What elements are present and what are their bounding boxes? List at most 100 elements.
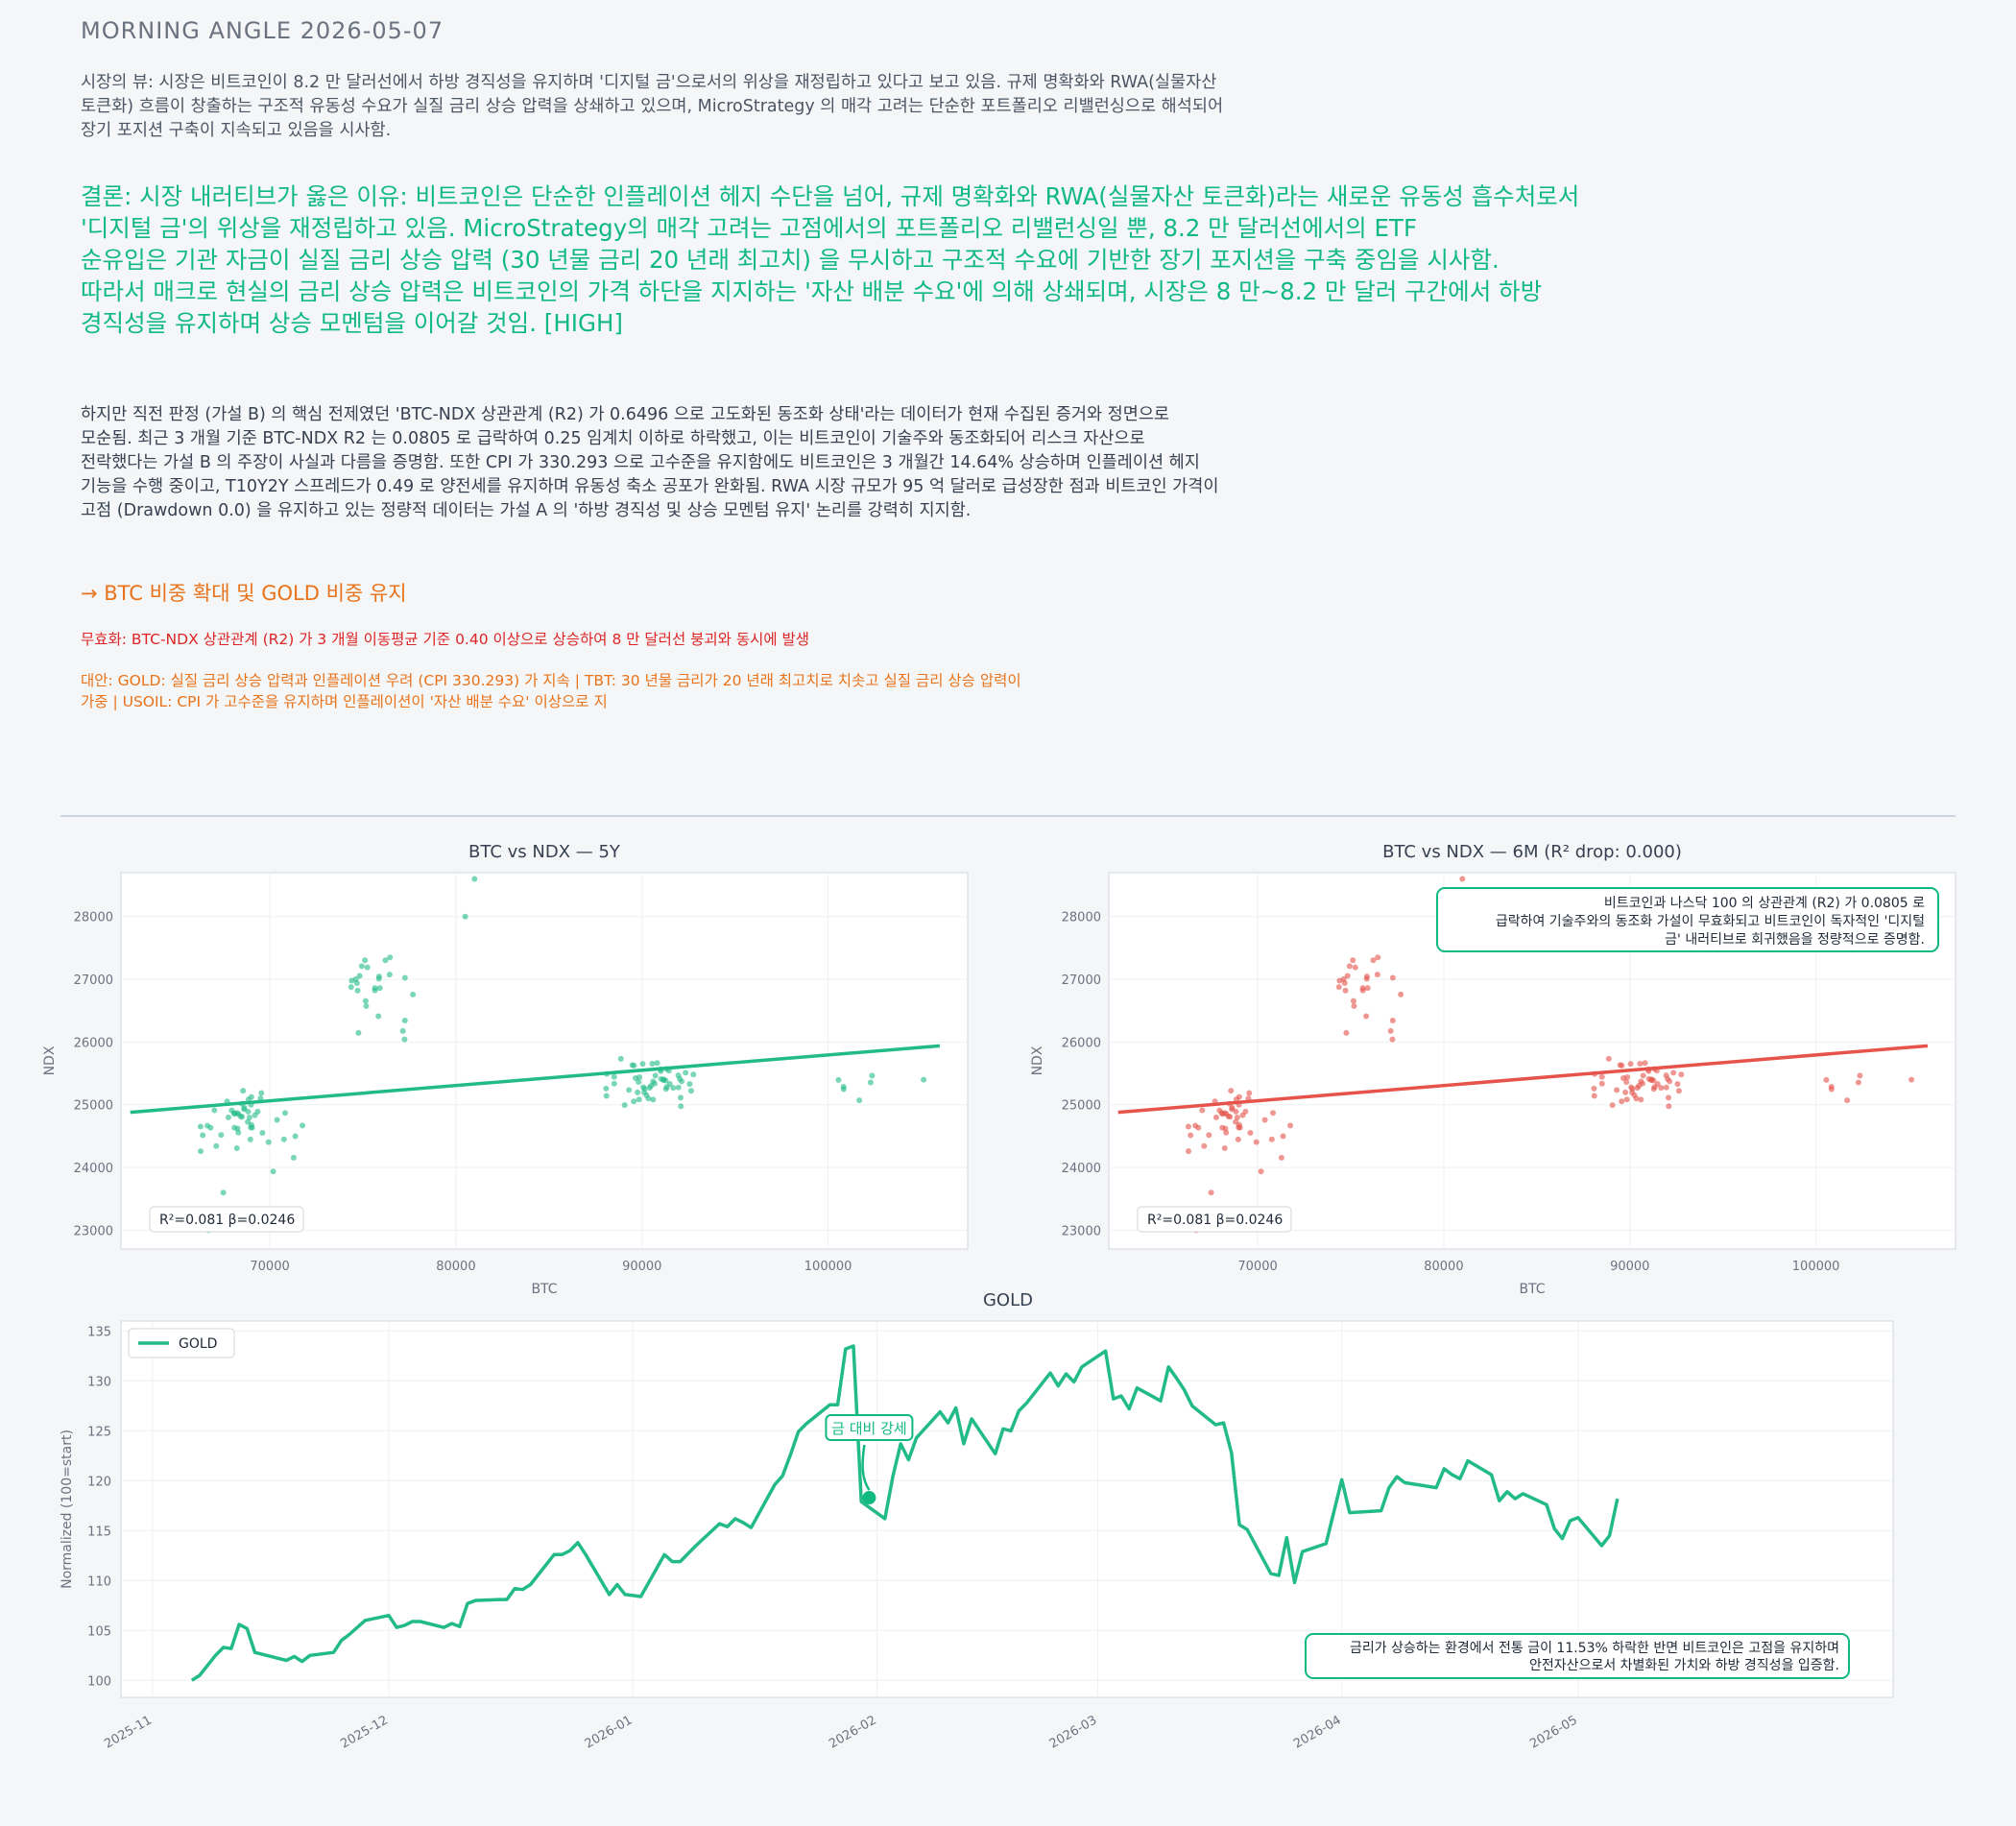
y-axis-label: Normalized (100=start) xyxy=(60,1430,75,1589)
y-axis-label: NDX xyxy=(42,1045,58,1075)
data-point xyxy=(241,1106,248,1113)
x-tick-label: 2026-04 xyxy=(1291,1713,1344,1751)
legend-box xyxy=(128,1328,235,1358)
data-point xyxy=(635,1089,641,1095)
data-point xyxy=(649,1060,656,1067)
data-point xyxy=(353,979,360,986)
data-point xyxy=(258,1090,265,1096)
data-point xyxy=(399,1027,406,1034)
data-point xyxy=(1280,1133,1286,1140)
data-point xyxy=(1675,1088,1682,1094)
data-point xyxy=(247,1136,253,1142)
market-view-text: 시장의 뷰: 시장은 비트코인이 8.2 만 달러선에서 하방 경직성을 유지하… xyxy=(81,71,1348,143)
data-point xyxy=(363,1002,370,1009)
data-point xyxy=(686,1081,693,1088)
data-point xyxy=(631,1098,637,1105)
data-point xyxy=(282,1110,289,1117)
data-point xyxy=(650,1078,657,1085)
annotation-line: 비트코인과 나스닥 100 의 상관관계 (R2) 가 0.0805 로 xyxy=(1604,896,1925,911)
data-point xyxy=(1857,1072,1863,1079)
data-point xyxy=(1666,1103,1672,1110)
data-point xyxy=(1223,1129,1230,1136)
data-point xyxy=(375,1013,382,1020)
annotation-box xyxy=(1436,887,1939,952)
data-point xyxy=(1663,1084,1669,1091)
y-tick-label: 24000 xyxy=(74,1162,113,1176)
conclusion-line: 따라서 매크로 현실의 금리 상승 압력은 비트코인의 가격 하단을 지지하는 … xyxy=(81,277,1543,305)
data-point xyxy=(690,1071,697,1078)
y-tick-label: 115 xyxy=(87,1525,111,1539)
y-tick-label: 130 xyxy=(87,1375,111,1389)
y-tick-label: 27000 xyxy=(1062,973,1101,988)
y-tick-label: 100 xyxy=(87,1674,111,1689)
data-point xyxy=(1374,972,1380,978)
x-tick-label: 100000 xyxy=(1792,1260,1840,1274)
y-tick-label: 125 xyxy=(87,1425,111,1439)
data-point xyxy=(1605,1055,1612,1062)
data-point xyxy=(1667,1078,1673,1085)
data-point xyxy=(1221,1144,1228,1151)
data-point xyxy=(679,1078,685,1085)
annotation-box xyxy=(1305,1633,1850,1679)
data-point xyxy=(1634,1085,1641,1092)
data-point xyxy=(687,1088,694,1094)
y-tick-label: 135 xyxy=(87,1325,111,1339)
data-point xyxy=(1828,1083,1835,1090)
alternatives-line: 가중 | USOIL: CPI 가 고수준을 유지하며 인플레이션이 '자산 배… xyxy=(81,693,608,710)
data-point xyxy=(1344,973,1351,979)
data-point xyxy=(270,1168,276,1175)
data-point xyxy=(387,954,394,961)
x-tick-label: 80000 xyxy=(436,1260,475,1274)
data-point xyxy=(246,1114,252,1120)
data-point xyxy=(401,1036,408,1043)
data-point xyxy=(248,1121,254,1128)
data-point xyxy=(1389,974,1396,981)
data-point xyxy=(835,1076,842,1083)
data-point xyxy=(1228,1088,1235,1094)
data-point xyxy=(921,1076,927,1083)
data-point xyxy=(675,1084,682,1091)
y-tick-label: 25000 xyxy=(1062,1099,1101,1114)
x-tick-label: 2025-11 xyxy=(102,1713,155,1751)
data-point xyxy=(675,1072,682,1079)
btc-ndx-5y-scatter-chart: 70000 80000 90000 100000 23000 24000 25000 2600… xyxy=(42,842,969,1297)
action-recommendation: → BTC 비중 확대 및 GOLD 비중 유지 xyxy=(81,582,407,605)
data-point xyxy=(617,1055,624,1062)
data-point xyxy=(1336,977,1343,984)
data-point xyxy=(1208,1189,1214,1196)
data-point xyxy=(280,1136,287,1142)
data-point xyxy=(1658,1085,1665,1092)
x-tick-label: 90000 xyxy=(1610,1260,1649,1274)
x-axis-label: BTC xyxy=(1519,1282,1545,1297)
data-point xyxy=(1186,1148,1192,1155)
data-point xyxy=(300,1122,306,1129)
y-tick-label: 110 xyxy=(87,1574,111,1589)
x-tick-label: 90000 xyxy=(622,1260,661,1274)
data-point xyxy=(1359,987,1366,994)
conclusion-line: '디지털 금'의 위상을 재정립하고 있음. MicroStrategy의 매각… xyxy=(81,214,1418,242)
data-point xyxy=(603,1085,610,1092)
data-point xyxy=(245,1108,252,1115)
marker-label-box xyxy=(825,1414,914,1442)
data-point xyxy=(240,1088,247,1094)
data-point xyxy=(1261,1117,1268,1123)
data-point xyxy=(1591,1093,1597,1099)
y-tick-label: 26000 xyxy=(74,1036,113,1050)
data-point xyxy=(670,1085,677,1092)
y-tick-label: 105 xyxy=(87,1624,111,1639)
data-point xyxy=(652,1072,659,1079)
data-point xyxy=(1398,991,1404,997)
data-point xyxy=(629,1062,636,1069)
data-point xyxy=(382,957,389,964)
alternatives-text: 대안: GOLD: 실질 금리 상승 압력과 인플레이션 우려 (CPI 330… xyxy=(81,670,1156,712)
btc-ndx-6m-scatter-chart: 70000 80000 90000 100000 23000 24000 25000 2600… xyxy=(1030,842,1956,1297)
invalidation-condition: 무효화: BTC-NDX 상관관계 (R2) 가 3 개월 이동평균 기준 0.… xyxy=(81,631,810,648)
y-tick-label: 27000 xyxy=(74,973,113,988)
data-point xyxy=(1287,1122,1294,1129)
data-point xyxy=(218,1132,225,1139)
data-point xyxy=(1185,1123,1191,1130)
data-point xyxy=(354,987,361,994)
data-point xyxy=(869,1072,876,1079)
data-point xyxy=(362,997,369,1004)
data-point xyxy=(1650,1077,1657,1084)
